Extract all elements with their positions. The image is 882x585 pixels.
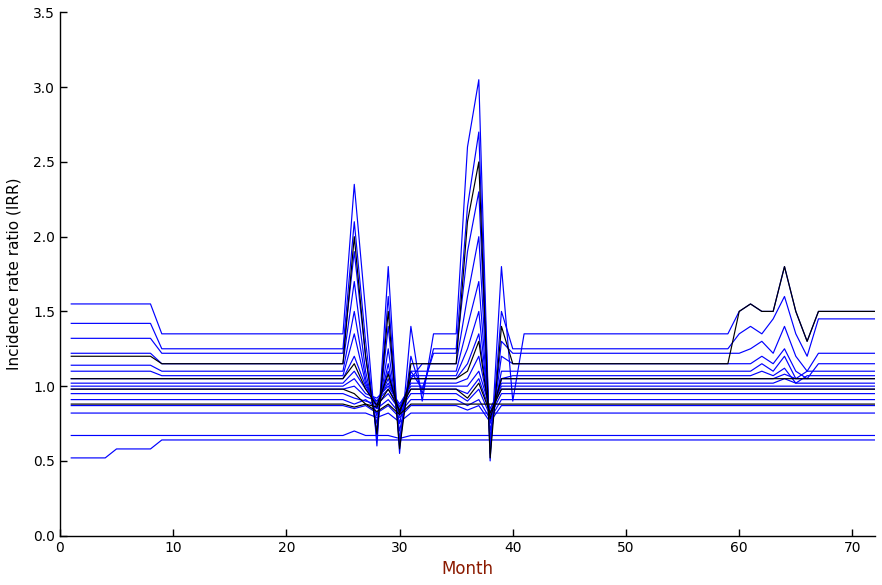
X-axis label: Month: Month [442, 560, 494, 578]
Y-axis label: Incidence rate ratio (IRR): Incidence rate ratio (IRR) [7, 178, 22, 370]
